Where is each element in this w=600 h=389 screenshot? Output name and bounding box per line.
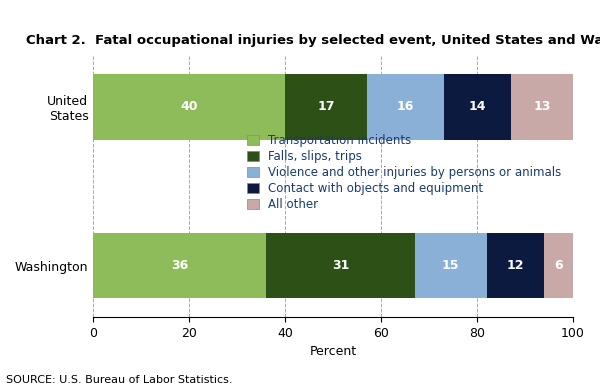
Bar xyxy=(94,233,266,298)
Bar xyxy=(443,74,511,140)
Text: Chart 2.  Fatal occupational injuries by selected event, United States and Washi: Chart 2. Fatal occupational injuries by … xyxy=(26,35,600,47)
Text: 12: 12 xyxy=(507,259,524,272)
Bar xyxy=(415,233,487,298)
Text: 15: 15 xyxy=(442,259,460,272)
Text: 17: 17 xyxy=(317,100,335,114)
Bar xyxy=(367,74,443,140)
Text: 31: 31 xyxy=(332,259,349,272)
Text: 40: 40 xyxy=(181,100,198,114)
Bar xyxy=(266,233,415,298)
Text: 6: 6 xyxy=(554,259,563,272)
Text: 36: 36 xyxy=(171,259,188,272)
Text: 13: 13 xyxy=(533,100,551,114)
Text: 16: 16 xyxy=(397,100,414,114)
Bar xyxy=(94,74,285,140)
Bar xyxy=(487,233,544,298)
Legend: Transportation incidents, Falls, slips, trips, Violence and other injuries by pe: Transportation incidents, Falls, slips, … xyxy=(243,131,565,215)
Bar xyxy=(544,233,573,298)
Bar xyxy=(511,74,573,140)
Text: SOURCE: U.S. Bureau of Labor Statistics.: SOURCE: U.S. Bureau of Labor Statistics. xyxy=(6,375,233,385)
Bar xyxy=(285,74,367,140)
Text: 14: 14 xyxy=(469,100,486,114)
X-axis label: Percent: Percent xyxy=(310,345,357,358)
